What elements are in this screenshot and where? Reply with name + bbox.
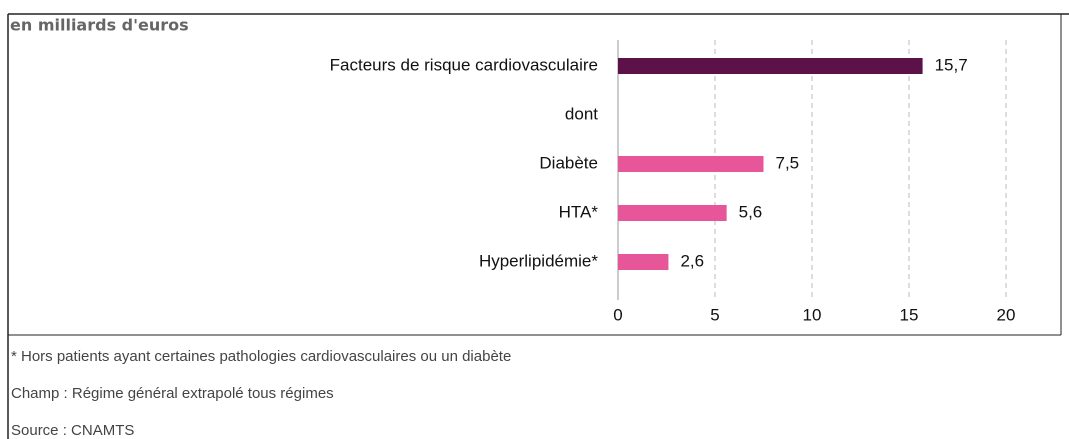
value-label: 7,5 [776, 153, 800, 172]
value-label: 2,6 [680, 251, 704, 270]
category-label: Hyperlipidémie* [479, 251, 598, 270]
x-tick-label: 5 [710, 305, 719, 324]
footnote: Champ : Régime général extrapolé tous ré… [11, 385, 334, 402]
category-label: Facteurs de risque cardiovasculaire [330, 55, 598, 74]
x-tick-label: 0 [613, 305, 622, 324]
category-label: HTA* [559, 202, 599, 221]
category-label: Diabète [539, 153, 598, 172]
subtitle: en milliards d'euros [10, 16, 189, 35]
x-tick-label: 15 [900, 305, 919, 324]
value-label: 15,7 [935, 55, 968, 74]
x-tick-label: 20 [997, 305, 1016, 324]
x-tick-label: 10 [803, 305, 822, 324]
footnote: * Hors patients ayant certaines patholog… [11, 348, 511, 365]
bar [618, 58, 923, 74]
bar [618, 156, 764, 172]
footnote: Source : CNAMTS [11, 422, 134, 439]
category-label: dont [565, 104, 598, 123]
value-label: 5,6 [739, 202, 763, 221]
bar [618, 254, 669, 270]
bar [618, 205, 727, 221]
